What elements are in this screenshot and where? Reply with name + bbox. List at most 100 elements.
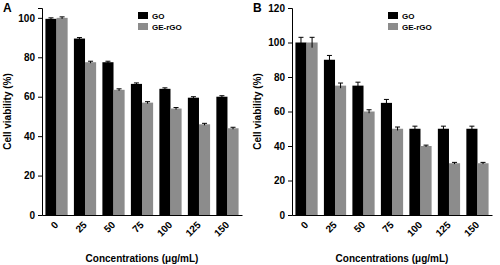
error-bar-cap (395, 127, 400, 128)
error-bar-cap (202, 123, 207, 124)
axis-line (293, 215, 493, 216)
legend-swatch (388, 12, 398, 19)
error-bar-stem (414, 126, 415, 131)
y-tick: 0 (29, 210, 42, 221)
tick-label: 0 (279, 210, 285, 221)
tick-label: 80 (24, 52, 36, 63)
error-bar-stem (386, 99, 387, 106)
tick-mark (288, 146, 292, 147)
error-bar (298, 37, 303, 47)
tick-mark (38, 18, 42, 19)
bar (295, 43, 306, 216)
legend-label: GO (152, 12, 164, 21)
bar (420, 146, 431, 215)
error-bar-stem (340, 83, 341, 88)
error-bar (367, 110, 372, 113)
tick-label: 125 (433, 219, 453, 239)
tick-label: 80 (274, 72, 286, 83)
y-axis: 020406080100120 (268, 3, 292, 221)
error-bar-cap (298, 37, 303, 38)
error-bar-cap (162, 87, 167, 88)
bar (477, 163, 488, 215)
error-bar (327, 55, 332, 64)
x-tick: 125 (183, 215, 203, 239)
error-bar-cap (384, 99, 389, 100)
error-bar (202, 123, 207, 125)
error-bar-cap (134, 82, 139, 83)
error-bar-cap (60, 16, 65, 17)
tick-mark (38, 215, 42, 216)
error-bar (162, 88, 167, 90)
tick-mark (38, 57, 42, 58)
error-bar (481, 162, 486, 164)
tick-mark (288, 215, 292, 216)
error-bar-cap (77, 37, 82, 38)
tick-mark (288, 181, 292, 182)
x-tick: 75 (130, 215, 146, 235)
error-bar (310, 37, 315, 47)
y-tick: 120 (268, 3, 292, 14)
error-bar-cap (219, 95, 224, 96)
error-bar-stem (329, 55, 330, 64)
axis-line (43, 215, 243, 216)
bar (352, 86, 363, 215)
bar (74, 39, 85, 215)
tick-label: 25 (323, 219, 339, 235)
x-axis-title: Concentrations (μg/mL) (86, 253, 199, 264)
panel-title: A (3, 1, 12, 15)
y-axis-title: Cell viability (%) (2, 73, 13, 150)
x-tick: 25 (323, 215, 339, 235)
error-bar (395, 127, 400, 130)
y-tick: 80 (274, 72, 292, 83)
y-tick: 40 (24, 131, 42, 142)
x-tick: 125 (433, 215, 453, 239)
error-bar-cap (424, 145, 429, 146)
y-tick: 20 (274, 175, 292, 186)
plot-area: 0204060801000255075100125150 (18, 9, 242, 239)
error-bar (355, 82, 360, 89)
error-bar (60, 17, 65, 19)
legend-label: GE-rGO (402, 23, 432, 32)
bar (85, 62, 96, 215)
x-tick: 25 (73, 215, 89, 235)
error-bar-cap (231, 127, 236, 128)
tick-label: 50 (352, 219, 368, 235)
error-bar-cap (355, 82, 360, 83)
error-bar-cap (481, 162, 486, 163)
tick-label: 100 (405, 219, 425, 239)
tick-label: 20 (24, 170, 36, 181)
error-bar (105, 61, 110, 63)
legend-label: GE-rGO (152, 23, 182, 32)
error-bar (469, 126, 474, 131)
bar (114, 90, 125, 215)
tick-label: 60 (24, 91, 36, 102)
x-tick: 100 (405, 215, 425, 239)
x-tick: 0 (49, 215, 61, 231)
y-tick: 40 (274, 141, 292, 152)
panel: 0204060801000255075100125150Concentratio… (2, 1, 243, 264)
bar (335, 86, 346, 215)
tick-label: 100 (155, 219, 175, 239)
legend-item: GO (388, 12, 414, 21)
error-bar (145, 102, 150, 104)
tick-label: 50 (102, 219, 118, 235)
error-bar (219, 96, 224, 98)
bar (409, 129, 420, 215)
tick-label: 0 (299, 219, 311, 231)
error-bar (424, 145, 429, 147)
y-axis-title: Cell viability (%) (252, 73, 263, 150)
x-tick: 100 (155, 215, 175, 239)
y-tick: 100 (268, 37, 292, 48)
tick-label: 150 (462, 219, 482, 239)
x-tick: 75 (380, 215, 396, 235)
x-tick: 0 (299, 215, 311, 231)
y-tick: 0 (279, 210, 292, 221)
tick-label: 75 (380, 219, 396, 235)
x-tick: 50 (102, 215, 118, 235)
bar (438, 129, 449, 215)
error-bar-stem (443, 126, 444, 131)
tick-mark (38, 97, 42, 98)
error-bar-cap (412, 126, 417, 127)
tick-label: 100 (268, 37, 285, 48)
legend-item: GE-rGO (388, 23, 432, 32)
